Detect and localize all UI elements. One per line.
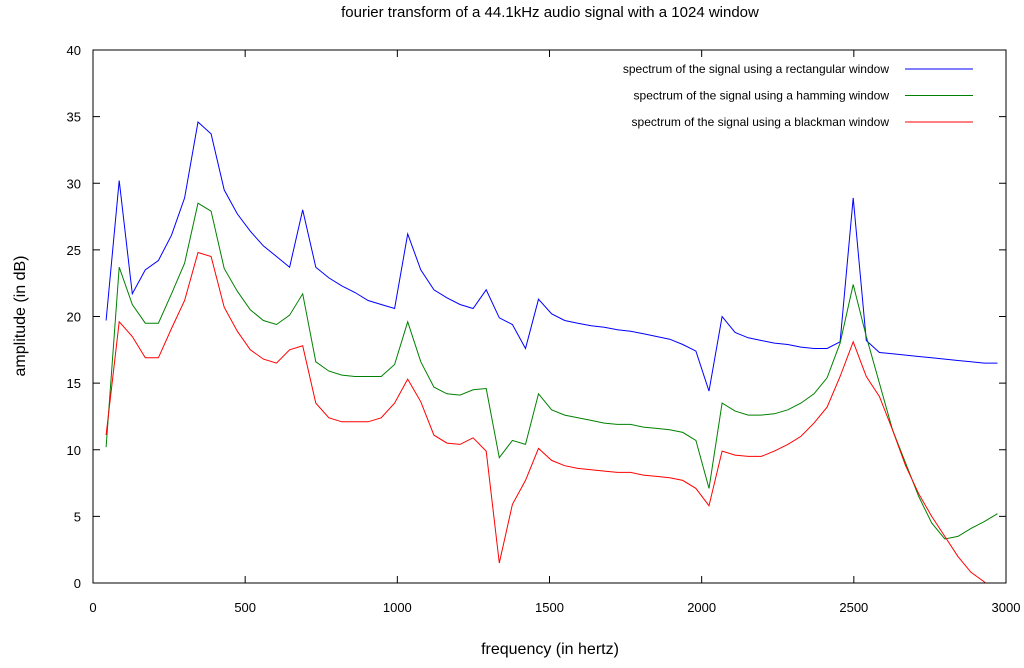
legend: spectrum of the signal using a rectangul…	[623, 62, 973, 129]
x-axis-label: frequency (in hertz)	[481, 641, 619, 658]
axis-ticks: 0 5 10 15 20 25 30 35 40 0 500 1000 1500 2000 2500 3000	[67, 43, 1021, 615]
y-tick-label: 5	[74, 509, 81, 524]
y-tick-label: 35	[67, 110, 81, 125]
x-tick-label: 1500	[535, 600, 564, 615]
series-lines	[105, 121, 998, 583]
y-tick-label: 20	[67, 310, 81, 325]
y-axis-label: amplitude (in dB)	[12, 256, 29, 377]
series-line-3	[105, 251, 986, 583]
y-tick-label: 0	[74, 576, 81, 591]
legend-label: spectrum of the signal using a hamming w…	[634, 89, 890, 103]
series-line-1	[105, 121, 998, 392]
x-tick-label: 2000	[687, 600, 716, 615]
y-tick-label: 25	[67, 243, 81, 258]
plot-frame	[92, 49, 1007, 584]
y-tick-label: 15	[67, 376, 81, 391]
x-tick-label: 0	[89, 600, 96, 615]
x-tick-label: 1000	[383, 600, 412, 615]
y-tick-label: 10	[67, 443, 81, 458]
series-line-2	[105, 202, 998, 540]
x-tick-label: 2500	[839, 600, 868, 615]
y-tick-label: 30	[67, 176, 81, 191]
y-tick-label: 40	[67, 43, 81, 58]
legend-label: spectrum of the signal using a blackman …	[632, 115, 890, 129]
legend-label: spectrum of the signal using a rectangul…	[623, 62, 889, 76]
x-tick-label: 500	[234, 600, 256, 615]
x-tick-label: 3000	[992, 600, 1021, 615]
chart-title: fourier transform of a 44.1kHz audio sig…	[341, 4, 759, 21]
